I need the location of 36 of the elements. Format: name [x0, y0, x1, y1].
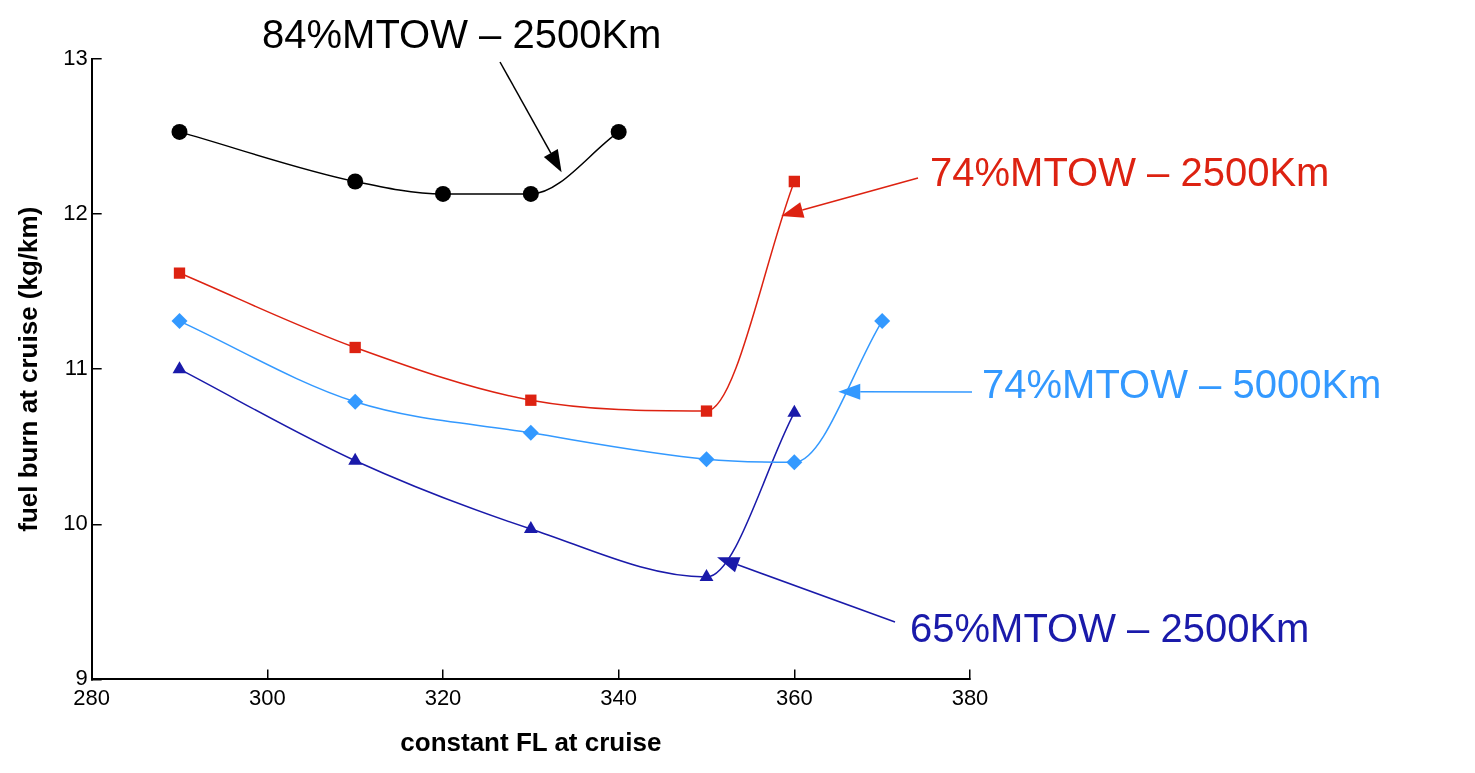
legend-label: 74%MTOW – 2500Km [930, 150, 1330, 195]
point [874, 313, 891, 330]
point [347, 393, 364, 410]
y-tick-label: 12 [63, 200, 88, 226]
y-tick-label: 11 [64, 355, 88, 381]
point [348, 452, 363, 465]
point [786, 454, 803, 471]
point [787, 404, 802, 417]
y-tick-label: 10 [63, 510, 88, 536]
legend-label: 74%MTOW – 5000Km [982, 362, 1382, 407]
point [171, 123, 188, 140]
x-tick-label: 380 [951, 684, 989, 710]
point [700, 405, 713, 417]
point [172, 361, 187, 374]
point [788, 175, 800, 188]
point [699, 569, 714, 582]
x-tick-label: 360 [775, 684, 813, 710]
point [522, 185, 539, 202]
text: 65%MTOW – 2500Km [910, 606, 1310, 651]
x-tick-label: 320 [424, 684, 462, 710]
y-axis-title: fuel burn at cruise (kg/km) [12, 206, 43, 532]
point [347, 173, 364, 190]
x-tick-label: 340 [600, 684, 638, 710]
point [525, 394, 537, 406]
point [698, 451, 715, 468]
series-label: 84%MTOW – 2500Km [262, 12, 662, 57]
point [171, 313, 188, 330]
point [522, 424, 539, 441]
point [523, 520, 538, 533]
point [349, 341, 361, 354]
x-tick-label: 300 [248, 684, 286, 710]
point [610, 123, 627, 140]
point [173, 267, 186, 279]
point [435, 185, 451, 202]
x-axis-title: constant FL at cruise [400, 726, 662, 757]
y-tick-label: 13 [63, 45, 88, 71]
